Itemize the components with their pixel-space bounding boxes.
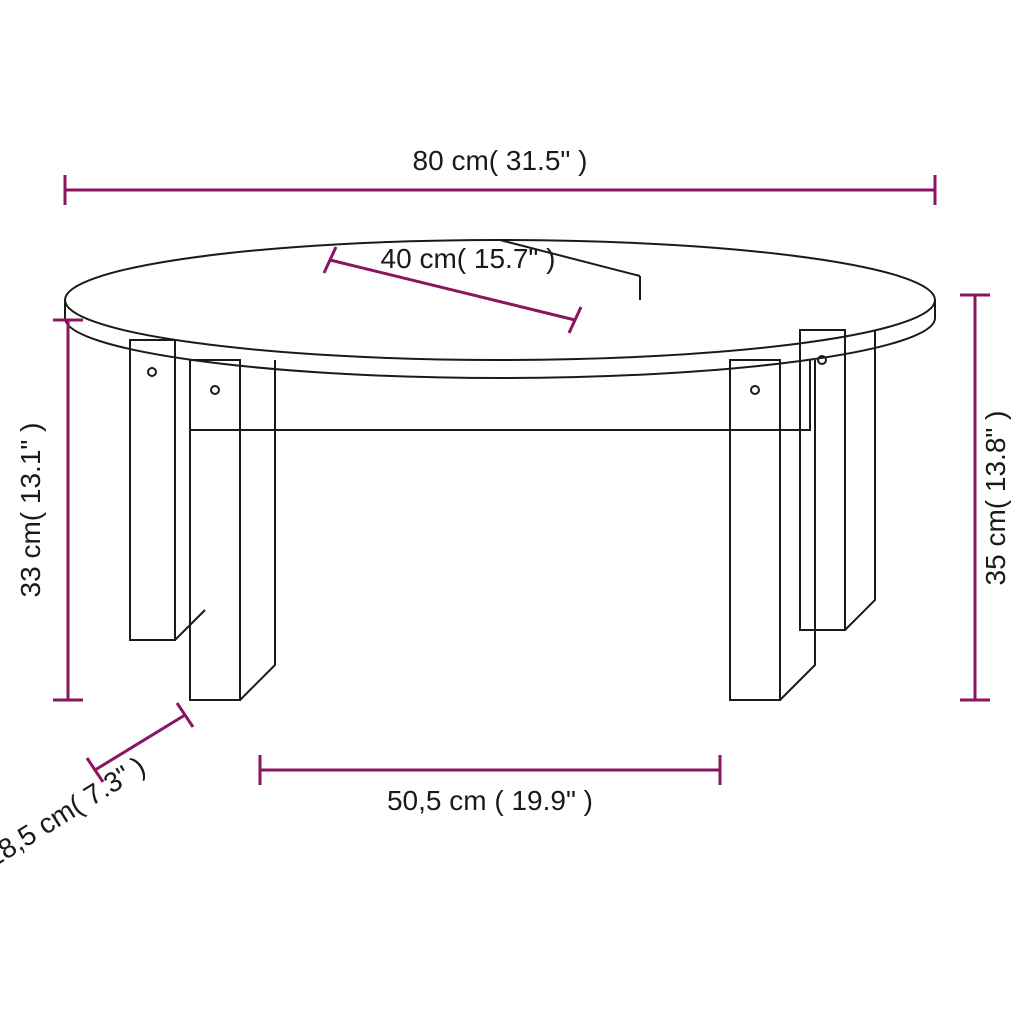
dim-leg-left: 33 cm( 13.1" ) [15,320,83,700]
dim-width-top-label: 80 cm( 31.5" ) [413,145,588,176]
table-top-front-rim [65,300,935,378]
dim-depth-mid-label: 40 cm( 15.7" ) [381,243,556,274]
dim-leg-depth: 18,5 cm( 7.3" ) [0,703,193,873]
dim-leg-span-label: 50,5 cm ( 19.9" ) [387,785,593,816]
leg-front-right [730,360,815,700]
leg-back-right [800,330,875,630]
dim-width-top: 80 cm( 31.5" ) [65,145,935,205]
leg-back-left [130,340,205,700]
dim-depth-mid: 40 cm( 15.7" ) [324,243,581,333]
leg-front-left [190,340,275,700]
dim-leg-span: 50,5 cm ( 19.9" ) [260,755,720,816]
dimension-annotations: 80 cm( 31.5" ) 40 cm( 15.7" ) 35 cm( 13.… [0,145,1011,873]
dim-height-right-label: 35 cm( 13.8" ) [980,411,1011,586]
dim-leg-left-label: 33 cm( 13.1" ) [15,423,46,598]
dim-height-right: 35 cm( 13.8" ) [960,295,1011,700]
dimension-diagram: 80 cm( 31.5" ) 40 cm( 15.7" ) 35 cm( 13.… [0,0,1024,1024]
dim-leg-depth-label: 18,5 cm( 7.3" ) [0,750,151,873]
table-drawing [65,240,935,700]
